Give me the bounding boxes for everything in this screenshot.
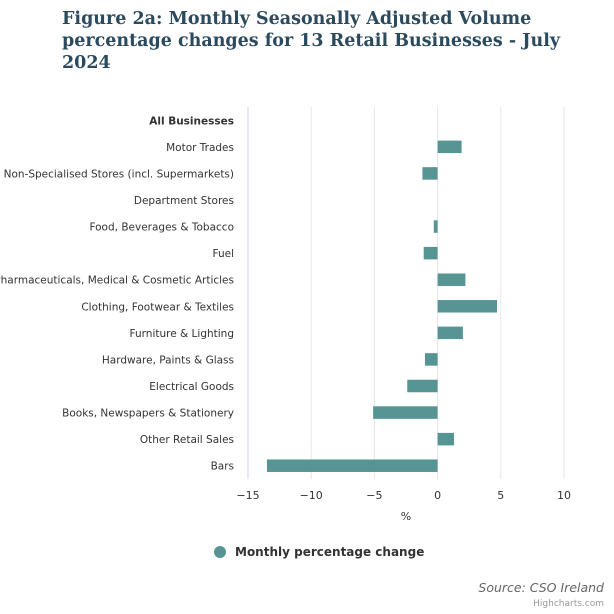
category-label: Motor Trades <box>166 142 234 154</box>
bar[interactable] <box>437 273 466 286</box>
category-label: Clothing, Footwear & Textiles <box>81 301 234 313</box>
category-label: Books, Newspapers & Stationery <box>62 408 234 420</box>
chart-title: Figure 2a: Monthly Seasonally Adjusted V… <box>62 9 561 73</box>
category-label: Hardware, Paints & Glass <box>102 354 234 366</box>
bar[interactable] <box>437 432 455 446</box>
bar[interactable] <box>437 326 463 340</box>
category-label: Non-Specialised Stores (incl. Supermarke… <box>4 168 234 180</box>
category-label: Fuel <box>213 248 235 260</box>
category-label: Bars <box>211 461 234 473</box>
x-tick-label: −5 <box>366 489 382 502</box>
category-label: Electrical Goods <box>149 381 234 393</box>
source-note: Source: CSO Ireland <box>478 580 604 595</box>
legend[interactable]: Monthly percentage change <box>214 542 424 562</box>
category-label: Other Retail Sales <box>140 434 234 446</box>
bar[interactable] <box>422 167 438 180</box>
credits-link[interactable]: Highcharts.com <box>533 599 604 609</box>
category-label: Furniture & Lighting <box>130 328 234 340</box>
bar[interactable] <box>407 379 438 393</box>
bar[interactable] <box>437 300 498 313</box>
bars <box>266 140 498 472</box>
bar[interactable] <box>437 140 462 154</box>
x-tick-label: 10 <box>557 489 571 502</box>
x-tick-label: 0 <box>434 489 441 502</box>
category-label: All Businesses <box>149 115 234 127</box>
legend-marker-icon <box>214 546 226 558</box>
grid-lines <box>247 107 565 479</box>
bar[interactable] <box>373 406 438 419</box>
category-label: Food, Beverages & Tobacco <box>89 222 234 234</box>
legend-label: Monthly percentage change <box>235 545 425 559</box>
bar[interactable] <box>423 246 438 260</box>
x-tick-label: −15 <box>236 489 259 502</box>
category-label: Department Stores <box>134 195 234 207</box>
category-label: Pharmaceuticals, Medical & Cosmetic Arti… <box>0 275 234 287</box>
x-axis-tick-labels: −15 −10 −5 0 5 10 <box>236 489 571 502</box>
x-axis-title: % <box>401 510 411 523</box>
category-labels: All Businesses Motor Trades Non-Specialise… <box>0 115 234 472</box>
x-tick-label: 5 <box>497 489 504 502</box>
bar[interactable] <box>424 353 438 366</box>
x-tick-label: −10 <box>300 489 323 502</box>
bar[interactable] <box>433 220 438 233</box>
bar[interactable] <box>266 459 438 472</box>
